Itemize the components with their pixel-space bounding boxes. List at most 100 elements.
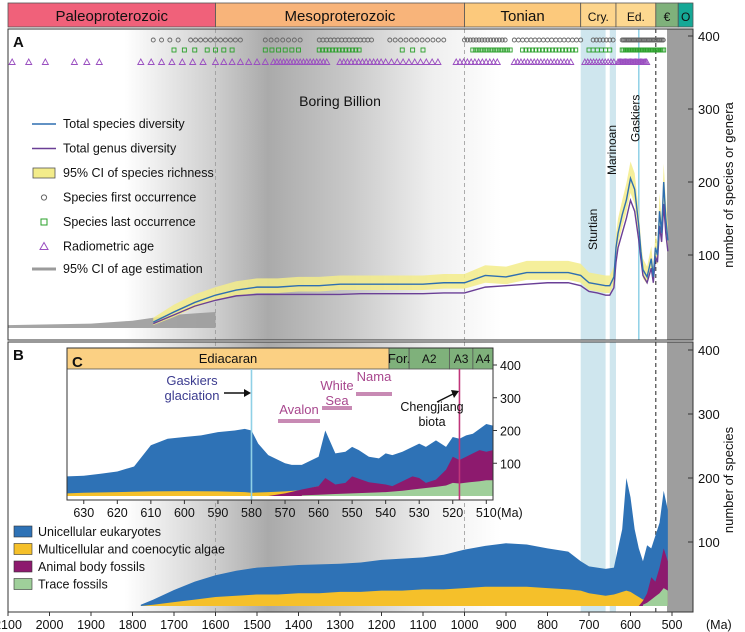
last-occurrence-marker (550, 47, 555, 53)
first-occurrence-marker (441, 37, 447, 43)
last-occurrence-marker (553, 47, 559, 53)
marinoan-label: Marinoan (605, 125, 619, 175)
x-tick-label: 1300 (326, 618, 354, 632)
last-occurrence-marker (296, 47, 301, 53)
period-label: Cry. (588, 10, 609, 24)
sturtian-label: Sturtian (586, 209, 600, 250)
stage-label: A4 (476, 352, 491, 366)
legend-swatch-first (40, 194, 48, 201)
marinoan-band (609, 29, 616, 340)
panel-a-frame (7, 28, 694, 341)
radiometric-age-marker (178, 58, 187, 65)
last-occurrence-marker (487, 47, 493, 53)
first-occurrence-marker (280, 37, 286, 43)
last-occurrence-marker (661, 47, 667, 53)
legend-swatch-b (13, 560, 33, 573)
last-occurrence-marker (475, 47, 481, 53)
gaskiers-glaciation-label: glaciation (165, 388, 220, 403)
inset-animal-body-fossils-area (268, 450, 493, 496)
legend-label-genus: Total genus diversity (63, 142, 177, 156)
first-occurrence-marker (479, 37, 485, 43)
first-occurrence-marker (496, 37, 502, 43)
radiometric-age-marker (24, 58, 33, 65)
radiometric-age-marker (478, 58, 487, 65)
radiometric-age-marker (610, 58, 618, 65)
x-tick-label: 1500 (243, 618, 271, 632)
radiometric-age-marker (358, 58, 367, 65)
first-occurrence-marker (167, 37, 173, 43)
inset-y-tick-label: 200 (500, 425, 521, 439)
inset-x-tick-label: 590 (208, 506, 229, 520)
x-tick-label: 2100 (0, 618, 22, 632)
radiometric-age-marker (456, 58, 464, 65)
white-sea-bar (322, 406, 352, 410)
last-occurrence-marker (507, 47, 513, 53)
radiometric-age-marker (199, 58, 207, 65)
inset-x-tick-label: 540 (375, 506, 396, 520)
last-occurrence-marker (490, 47, 496, 53)
white-sea-label: Sea (325, 393, 349, 408)
last-occurrence-marker (181, 47, 187, 53)
y-tick-label-a: 100 (698, 248, 720, 263)
inset-x-tick-label: 600 (174, 506, 195, 520)
y-tick-label-a: 200 (698, 175, 720, 190)
y-tick-label-a: 300 (698, 102, 720, 117)
first-occurrence-marker (467, 37, 473, 43)
last-occurrence-marker (326, 47, 332, 53)
panel-a: Paleoproterozoic Mesoproterozoic Tonian Cry… (7, 2, 736, 341)
first-occurrence-marker (430, 37, 436, 43)
last-occurrence-marker (282, 47, 288, 53)
inset-x-tick-label: 560 (308, 506, 329, 520)
first-occurrence-marker (488, 37, 494, 43)
inset-x-tick-label: 520 (442, 506, 463, 520)
first-occurrence-marker (297, 37, 303, 43)
last-occurrence-marker (495, 47, 501, 53)
radiometric-age-marker (369, 58, 378, 65)
white-sea-label: White (320, 378, 353, 393)
y-axis-label-b: number of species (721, 426, 736, 533)
radiometric-age-marker (8, 58, 16, 65)
first-occurrence-marker (208, 37, 213, 43)
radiometric-age-marker (261, 58, 270, 65)
x-tick-label: 600 (620, 618, 641, 632)
radiometric-age-marker (373, 58, 382, 65)
sturtian-band (580, 29, 606, 340)
first-occurrence-marker (392, 37, 398, 43)
nama-label: Nama (357, 369, 392, 384)
inset-y-tick-label: 100 (500, 457, 521, 471)
last-occurrence-marker (323, 47, 329, 53)
first-occurrence-marker (150, 37, 156, 43)
first-occurrence-marker (203, 37, 208, 43)
period-box (215, 2, 465, 28)
last-occurrence-marker (526, 47, 532, 53)
radiometric-age-marker (377, 58, 385, 65)
radiometric-age-marker (459, 58, 468, 65)
radiometric-age-marker (147, 58, 155, 65)
last-occurrence-marker (500, 47, 506, 53)
stage-label: A2 (422, 352, 437, 366)
last-occurrence-marker (556, 47, 562, 53)
last-occurrence-marker (171, 47, 177, 53)
inset-y-tick-label: 400 (500, 359, 521, 373)
panel-c-label: C (72, 354, 83, 371)
total-species-diversity-line (152, 175, 669, 323)
first-occurrence-marker (408, 37, 414, 43)
last-occurrence-marker (204, 47, 210, 53)
x-tick-label: 1200 (368, 618, 396, 632)
panel-b-label: B (13, 347, 24, 364)
inset-x-tick-label: 630 (73, 506, 94, 520)
last-occurrence-marker (343, 47, 349, 53)
first-occurrence-marker (499, 37, 505, 43)
last-occurrence-marker (353, 47, 359, 53)
first-occurrence-marker (435, 37, 441, 43)
legend-label-b: Trace fossils (38, 578, 108, 592)
stage-label: Ediacaran (199, 351, 258, 366)
radiometric-age-marker (434, 58, 442, 65)
last-occurrence-marker (530, 47, 536, 53)
last-occurrence-marker (399, 47, 405, 53)
x-axis-unit: (Ma) (706, 618, 732, 632)
first-occurrence-marker (193, 37, 199, 43)
radiometric-age-marker (336, 58, 344, 65)
chengjiang-arrowhead (451, 390, 459, 398)
